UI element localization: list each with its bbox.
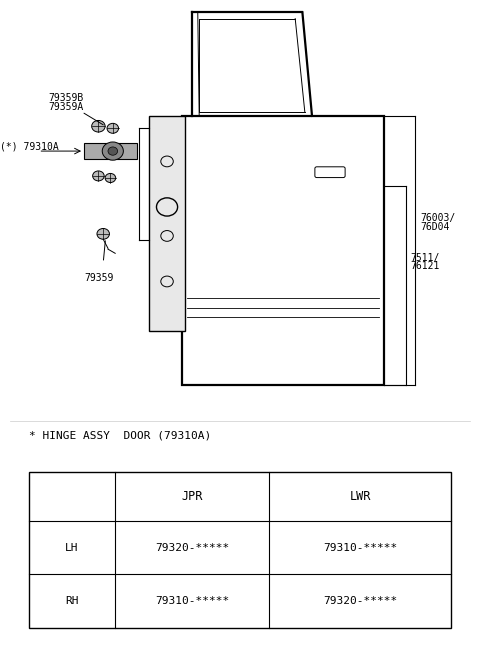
- Text: 76003/: 76003/: [420, 214, 455, 223]
- Bar: [29, 472, 451, 628]
- Text: (*) 79310A: (*) 79310A: [0, 141, 59, 151]
- Circle shape: [102, 142, 123, 160]
- Text: 79359A: 79359A: [48, 102, 83, 112]
- Text: 79359: 79359: [84, 273, 113, 283]
- Text: LH: LH: [65, 543, 79, 553]
- Text: 7511/: 7511/: [410, 253, 440, 263]
- Circle shape: [97, 229, 109, 239]
- Text: LWR: LWR: [349, 490, 371, 503]
- Circle shape: [92, 120, 105, 132]
- Text: 79310-*****: 79310-*****: [323, 543, 397, 553]
- Text: 79310-*****: 79310-*****: [155, 596, 229, 606]
- Text: 79320-*****: 79320-*****: [323, 596, 397, 606]
- Text: 79320-*****: 79320-*****: [155, 543, 229, 553]
- Text: JPR: JPR: [181, 490, 203, 503]
- Text: 76121: 76121: [410, 261, 440, 271]
- Text: 76D04: 76D04: [420, 221, 449, 232]
- Circle shape: [93, 171, 104, 181]
- Circle shape: [107, 124, 119, 133]
- Text: * HINGE ASSY  DOOR (79310A): * HINGE ASSY DOOR (79310A): [29, 430, 211, 440]
- Circle shape: [105, 173, 116, 183]
- Text: 79359B: 79359B: [48, 93, 83, 103]
- Polygon shape: [149, 116, 185, 331]
- Text: RH: RH: [65, 596, 79, 606]
- Circle shape: [108, 147, 118, 155]
- Polygon shape: [84, 143, 137, 160]
